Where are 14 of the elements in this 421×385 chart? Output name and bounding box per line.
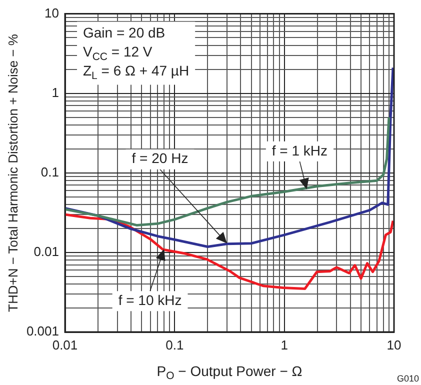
annotation: f = 1 kHz — [272, 142, 328, 158]
y-tick-label: 0.01 — [34, 244, 59, 260]
annotation: f = 20 Hz — [132, 150, 188, 166]
x-tick-label: 1 — [280, 337, 288, 352]
y-tick-label: 10 — [44, 5, 59, 20]
x-tick-label: 0.1 — [166, 337, 184, 352]
y-tick-label: 0.1 — [40, 164, 59, 180]
annotation: f = 10 kHz — [118, 292, 182, 308]
x-tick-label: 10 — [386, 337, 402, 352]
text: G010 — [396, 373, 420, 384]
annotation: Gain = 20 dB — [83, 24, 166, 41]
y-tick-label: 0.001 — [26, 324, 59, 339]
y-axis-title: THD+N − Total Harmonic Distortion + Noise − % — [6, 34, 21, 312]
y-tick-label: 1 — [52, 84, 59, 100]
